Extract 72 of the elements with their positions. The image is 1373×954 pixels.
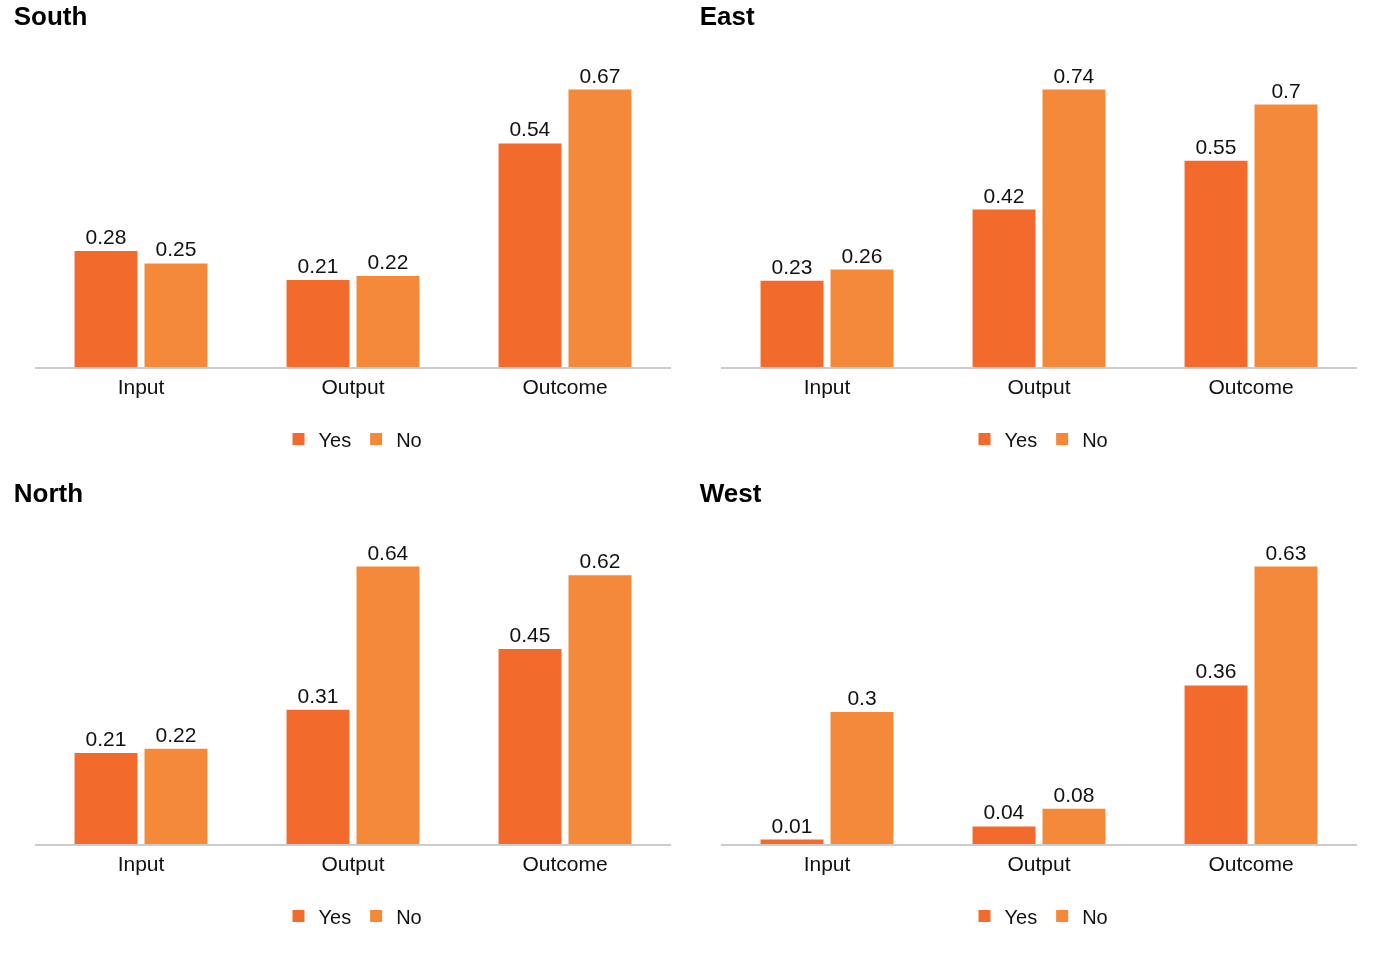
data-label: 0.55	[1195, 134, 1237, 158]
x-tick-label: Outcome	[522, 375, 608, 399]
x-tick-label: Input	[803, 852, 851, 876]
x-tick-label: Output	[321, 375, 385, 399]
data-label: 0.45	[509, 622, 551, 646]
data-label: 0.42	[983, 183, 1025, 207]
bar	[830, 269, 894, 367]
data-label: 0.21	[297, 254, 339, 278]
bar	[356, 275, 420, 367]
bar	[972, 209, 1036, 367]
data-label: 0.67	[579, 63, 621, 87]
x-tick-label: Input	[803, 375, 851, 399]
data-label: 0.36	[1195, 659, 1237, 683]
chart-title: North	[13, 478, 84, 509]
x-tick-label: Outcome	[522, 852, 608, 876]
data-label: 0.64	[367, 540, 409, 564]
data-label: 0.26	[841, 243, 883, 267]
bar	[74, 251, 138, 367]
data-label: 0.22	[155, 722, 197, 746]
bar	[286, 709, 350, 844]
data-label: 0.25	[155, 237, 197, 261]
data-label: 0.54	[509, 117, 551, 141]
bar	[144, 263, 208, 367]
data-label: 0.74	[1053, 63, 1095, 87]
x-tick-label: Output	[1007, 375, 1071, 399]
x-tick-label: Output	[1007, 852, 1071, 876]
bar	[1254, 566, 1318, 844]
bar	[1184, 160, 1248, 367]
data-label: 0.28	[85, 225, 127, 249]
bar	[760, 839, 824, 844]
bar	[144, 748, 208, 844]
bar	[498, 648, 562, 844]
x-tick-label: Outcome	[1208, 852, 1294, 876]
legend-label: No	[1082, 905, 1108, 928]
legend-label: No	[396, 905, 422, 928]
chart-title: West	[699, 478, 762, 509]
bar	[356, 566, 420, 844]
bar	[1184, 685, 1248, 844]
data-label: 0.04	[983, 800, 1025, 824]
legend-label: Yes	[1004, 905, 1038, 928]
bar	[74, 752, 138, 844]
bar	[286, 280, 350, 367]
data-label: 0.62	[579, 549, 621, 573]
bar	[1042, 808, 1106, 844]
x-tick-label: Input	[117, 852, 165, 876]
data-label: 0.23	[771, 254, 813, 278]
legend-label: No	[1082, 428, 1108, 451]
bar	[830, 711, 894, 844]
chart-title: South	[13, 1, 88, 32]
legend-label: No	[396, 428, 422, 451]
bar	[760, 280, 824, 367]
bar	[1254, 104, 1318, 367]
data-label: 0.08	[1053, 782, 1095, 806]
data-label: 0.01	[771, 813, 813, 837]
x-tick-label: Input	[117, 375, 165, 399]
data-label: 0.63	[1265, 540, 1307, 564]
chart-title: East	[699, 1, 755, 32]
bar	[568, 575, 632, 844]
legend-label: Yes	[318, 428, 352, 451]
bar	[972, 826, 1036, 844]
data-label: 0.3	[847, 685, 877, 709]
bar	[498, 143, 562, 367]
x-tick-label: Outcome	[1208, 375, 1294, 399]
legend-label: Yes	[1004, 428, 1038, 451]
data-label: 0.22	[367, 249, 409, 273]
data-label: 0.21	[85, 726, 127, 750]
data-label: 0.7	[1271, 78, 1301, 102]
data-label: 0.31	[297, 683, 339, 707]
bar	[568, 89, 632, 367]
x-tick-label: Output	[321, 852, 385, 876]
legend-label: Yes	[318, 905, 352, 928]
bar	[1042, 89, 1106, 367]
